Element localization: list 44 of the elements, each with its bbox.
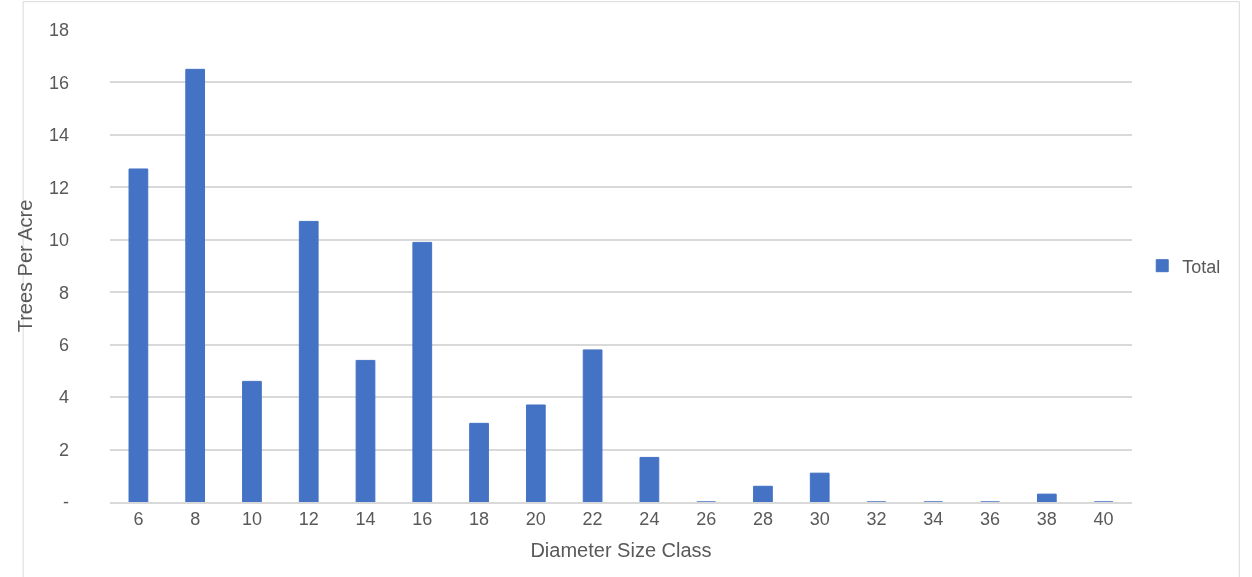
bar xyxy=(242,380,262,502)
bar xyxy=(469,422,489,502)
bar xyxy=(582,349,603,502)
x-tick-label: 24 xyxy=(639,509,660,530)
legend-label: Total xyxy=(1182,256,1221,277)
x-tick-label: 6 xyxy=(133,509,144,530)
x-tick-label: 38 xyxy=(1036,509,1057,530)
y-tick-label: 16 xyxy=(48,72,69,93)
x-tick-label: 36 xyxy=(980,509,1001,530)
y-tick-label: 2 xyxy=(58,439,69,460)
bar xyxy=(412,241,433,502)
y-axis-title: Trees Per Acre xyxy=(14,199,37,333)
y-tick-label: 12 xyxy=(48,177,69,198)
y-tick-label: 8 xyxy=(58,282,69,303)
y-tick-label: - xyxy=(63,492,69,513)
x-tick-label: 16 xyxy=(412,509,433,530)
bar xyxy=(639,456,660,502)
x-tick-label: 22 xyxy=(582,509,603,530)
bar xyxy=(1036,493,1057,502)
y-tick-label: 14 xyxy=(48,125,69,146)
bar xyxy=(128,168,149,502)
bar xyxy=(298,220,319,502)
bar xyxy=(185,68,206,502)
x-tick-label: 8 xyxy=(190,509,201,530)
y-tick-label: 4 xyxy=(58,387,69,408)
x-tick-label: 18 xyxy=(469,509,490,530)
x-tick-label: 32 xyxy=(866,509,887,530)
bar xyxy=(355,359,376,502)
y-tick-label: 18 xyxy=(48,20,69,41)
x-tick-label: 12 xyxy=(298,509,319,530)
x-tick-label: 34 xyxy=(923,509,944,530)
x-tick-label: 10 xyxy=(241,509,262,530)
bar xyxy=(809,472,830,502)
x-tick-label: 26 xyxy=(696,509,717,530)
x-tick-label: 40 xyxy=(1093,509,1114,530)
x-tick-label: 30 xyxy=(809,509,830,530)
bar xyxy=(753,485,773,502)
x-tick-label: 14 xyxy=(355,509,376,530)
x-axis-title: Diameter Size Class xyxy=(530,539,712,562)
bar xyxy=(525,404,546,502)
y-tick-label: 6 xyxy=(58,334,69,355)
y-tick-label: 10 xyxy=(48,230,69,251)
x-tick-label: 28 xyxy=(752,509,773,530)
x-tick-label: 20 xyxy=(525,509,546,530)
